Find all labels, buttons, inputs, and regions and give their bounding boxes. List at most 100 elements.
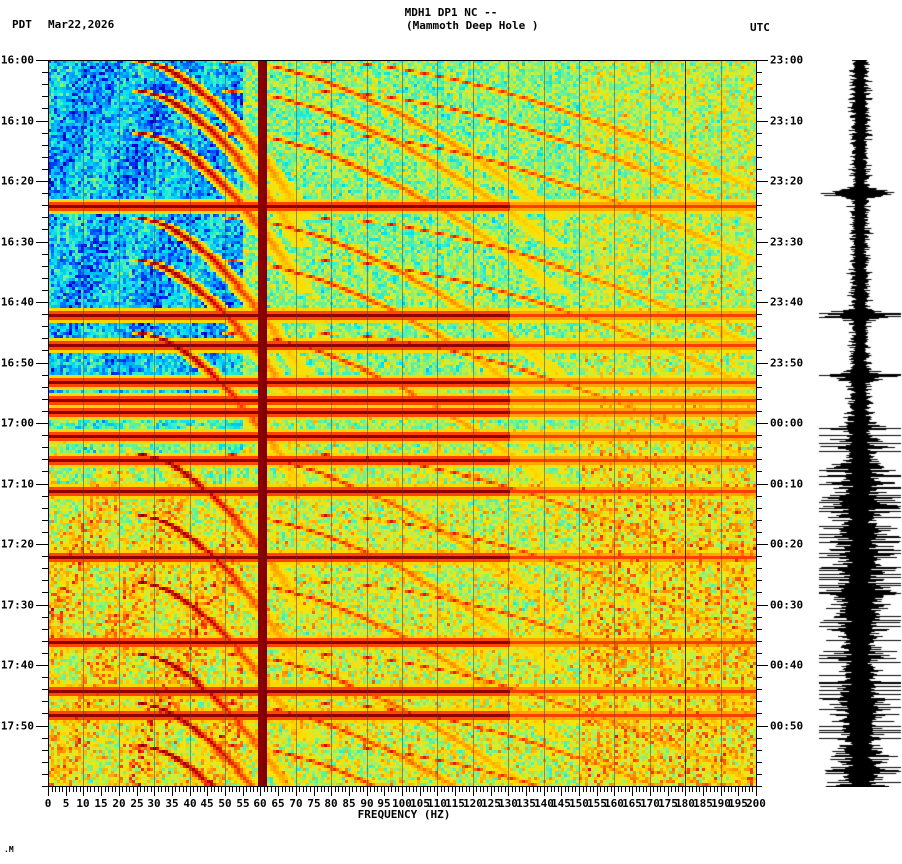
axis-tick-minor	[98, 787, 99, 792]
axis-tick-minor	[757, 750, 762, 751]
axis-tick-minor	[757, 774, 762, 775]
spectrogram-canvas[interactable]	[48, 60, 757, 787]
axis-tick-minor	[264, 787, 265, 792]
axis-tick-minor	[42, 738, 48, 739]
axis-tick-label: 23:00	[770, 53, 804, 67]
axis-tick-major	[721, 787, 722, 796]
axis-tick-label: 135	[516, 797, 536, 810]
axis-tick-minor	[126, 787, 127, 792]
header-timezone-left: PDT	[12, 18, 32, 31]
axis-tick-major	[526, 787, 527, 796]
axis-tick-minor	[757, 629, 762, 630]
axis-tick-minor	[42, 157, 48, 158]
axis-tick-major	[278, 787, 279, 796]
axis-tick-minor	[186, 787, 187, 792]
axis-tick-minor	[338, 787, 339, 792]
axis-tick-label: 16:40	[0, 295, 34, 309]
axis-tick-minor	[757, 592, 762, 593]
axis-tick-minor	[42, 568, 48, 569]
axis-tick-major	[757, 605, 768, 606]
axis-tick-minor	[757, 266, 762, 267]
axis-tick-minor	[757, 169, 762, 170]
axis-tick-minor	[321, 787, 322, 792]
axis-tick-label: 195	[728, 797, 748, 810]
axis-tick-minor	[200, 787, 201, 792]
waveform-canvas[interactable]	[818, 60, 902, 787]
axis-tick-major	[491, 787, 492, 796]
axis-tick-minor	[621, 787, 622, 792]
axis-tick-minor	[42, 459, 48, 460]
axis-tick-minor	[292, 787, 293, 792]
axis-tick-minor	[42, 266, 48, 267]
axis-tick-minor	[699, 787, 700, 792]
axis-tick-label: 70	[289, 797, 303, 810]
axis-tick-minor	[590, 787, 591, 792]
axis-tick-minor	[583, 787, 584, 792]
axis-tick-major	[225, 787, 226, 796]
axis-tick-minor	[533, 787, 534, 792]
axis-tick-major	[668, 787, 669, 796]
axis-tick-major	[36, 484, 48, 485]
axis-tick-label: 80	[324, 797, 338, 810]
axis-tick-label: 95	[377, 797, 391, 810]
axis-tick-minor	[395, 787, 396, 792]
axis-tick-minor	[558, 787, 559, 792]
axis-tick-minor	[706, 787, 707, 792]
axis-tick-minor	[757, 84, 762, 85]
axis-tick-major	[367, 787, 368, 796]
axis-tick-label: 23:30	[770, 235, 804, 249]
axis-tick-label: 35	[165, 797, 179, 810]
axis-tick-minor	[42, 145, 48, 146]
axis-tick-major	[561, 787, 562, 796]
axis-tick-major	[36, 363, 48, 364]
axis-tick-minor	[434, 787, 435, 792]
axis-tick-minor	[483, 787, 484, 792]
axis-tick-minor	[551, 787, 552, 792]
axis-tick-minor	[381, 787, 382, 792]
axis-tick-minor	[42, 447, 48, 448]
axis-tick-minor	[459, 787, 460, 792]
waveform-panel[interactable]	[818, 60, 902, 787]
axis-tick-minor	[696, 787, 697, 792]
axis-tick-minor	[757, 350, 762, 351]
axis-tick-minor	[441, 787, 442, 792]
axis-tick-minor	[211, 787, 212, 792]
axis-tick-minor	[554, 787, 555, 792]
axis-tick-minor	[352, 787, 353, 792]
axis-tick-major	[757, 363, 768, 364]
axis-tick-minor	[236, 787, 237, 792]
axis-tick-minor	[168, 787, 169, 792]
axis-tick-label: 175	[658, 797, 678, 810]
axis-tick-minor	[757, 701, 762, 702]
axis-tick-major	[101, 787, 102, 796]
axis-tick-minor	[363, 787, 364, 792]
axis-tick-minor	[73, 787, 74, 792]
axis-tick-minor	[757, 290, 762, 291]
axis-tick-label: 160	[604, 797, 624, 810]
axis-tick-minor	[42, 677, 48, 678]
axis-tick-major	[296, 787, 297, 796]
axis-tick-major	[420, 787, 421, 796]
axis-tick-minor	[218, 787, 219, 792]
axis-tick-label: 150	[569, 797, 589, 810]
axis-tick-minor	[757, 762, 762, 763]
axis-tick-label: 00:00	[770, 416, 804, 430]
axis-tick-major	[66, 787, 67, 796]
axis-tick-minor	[42, 193, 48, 194]
axis-tick-minor	[147, 787, 148, 792]
axis-tick-minor	[87, 787, 88, 792]
axis-tick-minor	[140, 787, 141, 792]
spectrogram-plot[interactable]	[48, 60, 757, 787]
axis-tick-minor	[271, 787, 272, 792]
axis-tick-minor	[229, 787, 230, 792]
axis-tick-major	[36, 544, 48, 545]
axis-tick-minor	[757, 133, 762, 134]
axis-tick-minor	[757, 556, 762, 557]
axis-tick-minor	[498, 787, 499, 792]
axis-tick-minor	[757, 738, 762, 739]
axis-tick-minor	[246, 787, 247, 792]
axis-tick-major	[437, 787, 438, 796]
axis-tick-major	[331, 787, 332, 796]
axis-tick-major	[757, 242, 768, 243]
axis-tick-minor	[42, 689, 48, 690]
